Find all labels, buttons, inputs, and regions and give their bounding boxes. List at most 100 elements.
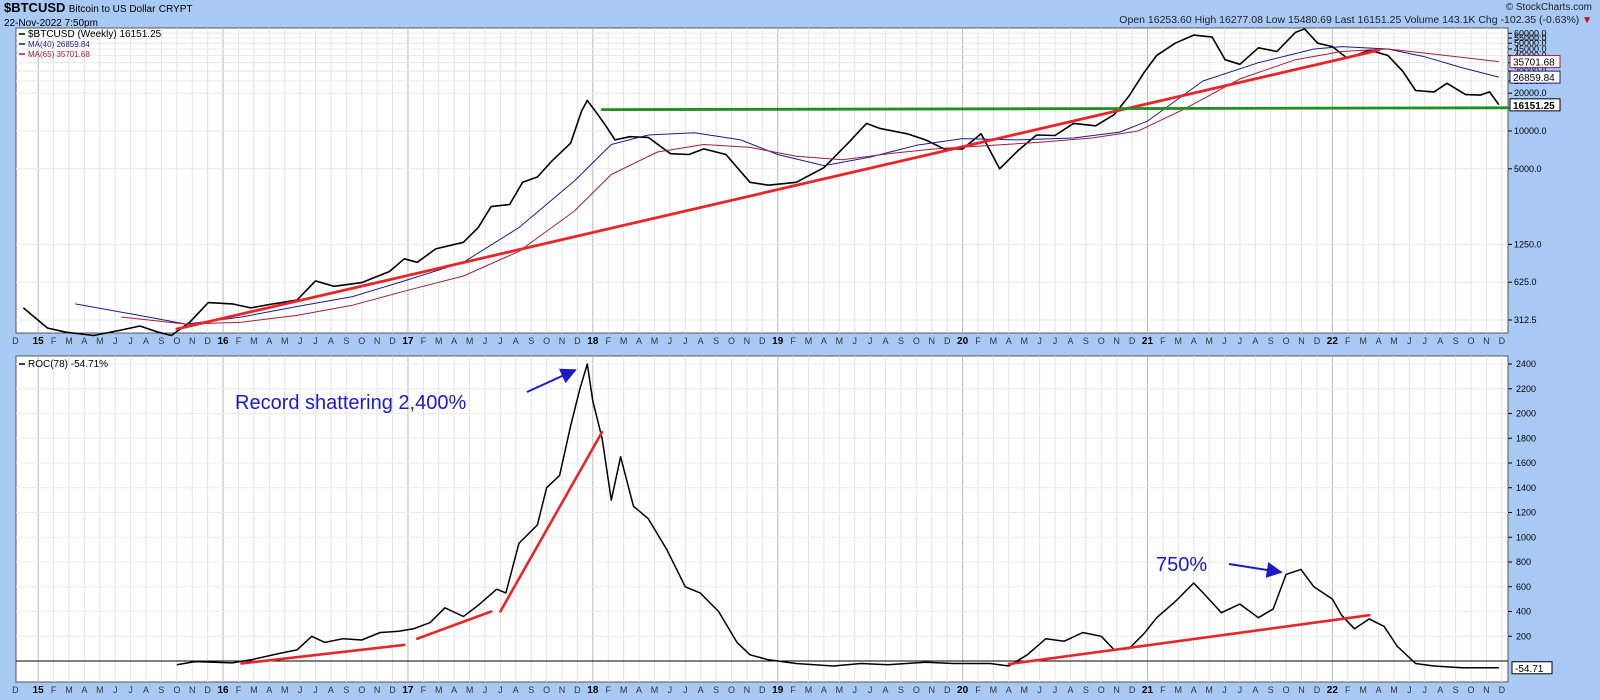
month-tick-label: J <box>1037 685 1042 695</box>
month-tick-label: J <box>668 336 673 346</box>
annotation-750: 750% <box>1156 554 1207 576</box>
month-tick-label: A <box>1191 336 1197 346</box>
indicator-y-tick-label: 1400 <box>1516 483 1536 493</box>
last-value-box <box>1509 98 1561 112</box>
month-tick-label: D <box>1129 336 1136 346</box>
month-tick-label: O <box>358 336 365 346</box>
month-tick-label: F <box>1345 685 1351 695</box>
month-tick-label: M <box>250 336 258 346</box>
month-tick-label: O <box>543 336 550 346</box>
indicator-legend: ROC(78) -54.71% <box>19 359 108 370</box>
last-value-box <box>1509 55 1561 69</box>
annotation-arrow <box>1228 562 1283 578</box>
year-tick-label: 22 <box>1327 336 1339 347</box>
month-tick-label: S <box>158 685 164 695</box>
roc-trendline <box>415 610 493 641</box>
indicator-y-tick-label: 1600 <box>1516 458 1536 468</box>
month-tick-label: A <box>266 685 272 695</box>
month-tick-label: J <box>113 336 118 346</box>
month-tick-label: M <box>1175 336 1183 346</box>
month-tick-label: O <box>1098 685 1105 695</box>
year-tick-label: 21 <box>1142 336 1154 347</box>
month-tick-label: M <box>65 685 73 695</box>
price-y-tick-label: 50000.0 <box>1514 38 1547 48</box>
month-tick-label: O <box>1283 685 1290 695</box>
month-tick-label: J <box>313 685 318 695</box>
month-tick-label: O <box>728 685 735 695</box>
month-tick-label: D <box>759 685 766 695</box>
indicator-y-tick-label: 1000 <box>1516 532 1536 542</box>
month-tick-label: F <box>1160 685 1166 695</box>
month-tick-label: A <box>1437 336 1443 346</box>
month-tick-label: A <box>81 685 87 695</box>
month-tick-label: M <box>1020 685 1028 695</box>
month-tick-label: A <box>883 336 889 346</box>
month-tick-label: D <box>389 685 396 695</box>
roc-trendline <box>499 430 604 613</box>
month-tick-label: J <box>1407 336 1412 346</box>
roc-trendline <box>1007 613 1371 666</box>
indicator-y-tick-label: 2200 <box>1516 384 1536 394</box>
month-tick-label: F <box>975 685 981 695</box>
symbol-title: $BTCUSD <box>4 0 66 15</box>
price-y-axis: 312.5625.01250.05000.010000.020000.02500… <box>16 28 1547 325</box>
indicator-y-tick-label: 2400 <box>1516 359 1536 369</box>
month-tick-label: A <box>1067 685 1073 695</box>
month-tick-label: N <box>1113 685 1120 695</box>
month-tick-label: O <box>1098 336 1105 346</box>
month-tick-label: A <box>143 336 149 346</box>
month-tick-label: O <box>543 685 550 695</box>
month-tick-label: A <box>451 685 457 695</box>
year-tick-label: 21 <box>1142 685 1154 696</box>
indicator-y-tick-label: 400 <box>1516 607 1531 617</box>
month-tick-label: J <box>298 685 303 695</box>
month-tick-label: S <box>1268 685 1274 695</box>
last-value-text: 16151.25 <box>1513 101 1555 112</box>
month-tick-label: J <box>1238 685 1243 695</box>
month-tick-label: O <box>913 336 920 346</box>
month-tick-label: S <box>528 685 534 695</box>
indicator-y-tick-label: 1800 <box>1516 433 1536 443</box>
month-tick-label: O <box>1468 685 1475 695</box>
month-tick-label: A <box>636 336 642 346</box>
month-tick-label: M <box>1205 336 1213 346</box>
price-y-tick-label: 45000.0 <box>1514 44 1547 54</box>
month-tick-label: N <box>1298 685 1305 695</box>
month-tick-label: S <box>713 685 719 695</box>
month-tick-label: A <box>1376 336 1382 346</box>
month-tick-label: F <box>975 336 981 346</box>
indicator-y-tick-label: 200 <box>1516 631 1531 641</box>
year-tick-label: 15 <box>33 685 45 696</box>
month-tick-label: M <box>466 685 474 695</box>
legend-entry: $BTCUSD (Weekly) 16151.25 <box>28 29 162 40</box>
year-tick-label: 20 <box>957 336 969 347</box>
month-tick-label: M <box>1205 685 1213 695</box>
month-tick-label: S <box>1083 685 1089 695</box>
month-tick-label: J <box>113 685 118 695</box>
month-tick-label: N <box>1483 685 1490 695</box>
month-tick-label: J <box>1222 685 1227 695</box>
month-tick-label: S <box>343 685 349 695</box>
month-tick-label: J <box>868 336 873 346</box>
month-tick-label: F <box>605 685 611 695</box>
month-tick-label: S <box>1268 336 1274 346</box>
month-tick-label: M <box>466 336 474 346</box>
year-tick-label: 19 <box>772 685 784 696</box>
month-tick-label: M <box>651 685 659 695</box>
month-tick-label: N <box>1113 336 1120 346</box>
month-tick-label: J <box>498 336 503 346</box>
month-tick-label: N <box>744 336 751 346</box>
year-tick-label: 16 <box>218 685 230 696</box>
month-tick-label: S <box>158 336 164 346</box>
month-tick-label: J <box>128 336 133 346</box>
price-y-tick-label: 20000.0 <box>1514 88 1547 98</box>
year-tick-label: 20 <box>957 685 969 696</box>
month-tick-label: J <box>1423 685 1428 695</box>
month-tick-label: N <box>744 685 751 695</box>
month-tick-label: O <box>173 336 180 346</box>
source-credit[interactable]: © StockCharts.com <box>1505 2 1592 13</box>
month-tick-label: F <box>790 685 796 695</box>
price-y-tick-label: 60000.0 <box>1514 28 1547 38</box>
year-tick-label: 15 <box>33 336 45 347</box>
